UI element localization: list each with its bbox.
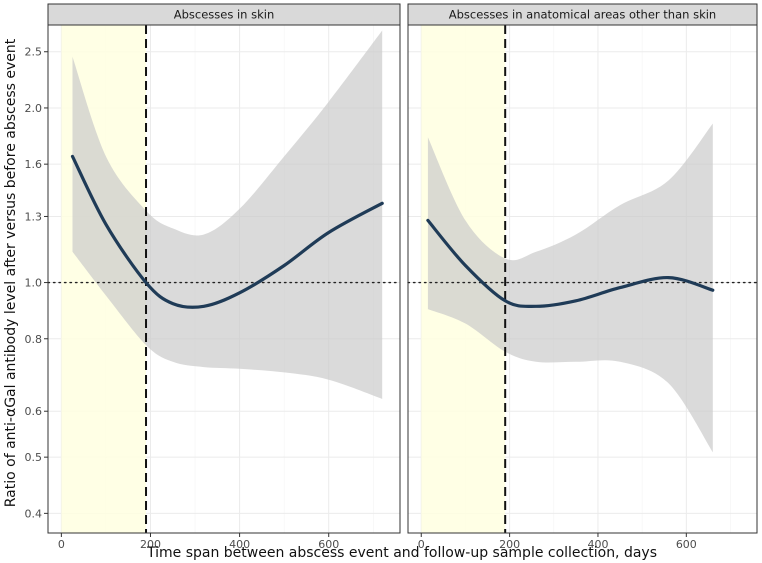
facet-title: Abscesses in skin <box>174 8 275 22</box>
x-tick-label: 200 <box>499 538 520 551</box>
y-tick-label: 1.6 <box>25 158 43 171</box>
x-tick-label: 400 <box>587 538 608 551</box>
y-tick-label: 1.0 <box>25 277 43 290</box>
panel-1: Abscesses in skin <box>47 3 401 534</box>
facet-title: Abscesses in anatomical areas other than… <box>449 8 716 22</box>
facet-strip <box>47 3 401 26</box>
x-tick-label: 0 <box>418 538 425 551</box>
x-tick-label: 600 <box>318 538 339 551</box>
panels-layer: Abscesses in skin Abscesses in anatomical… <box>47 3 758 534</box>
x-tick-label: 200 <box>140 538 161 551</box>
x-axis-title: Time span between abscess event and foll… <box>146 545 657 561</box>
x-tick-label: 0 <box>58 538 65 551</box>
fitted-curve <box>426 218 715 308</box>
confidence-ribbon <box>427 123 713 453</box>
y-tick-label: 2.5 <box>25 46 43 59</box>
x-tick-label: 600 <box>676 538 697 551</box>
y-tick-label: 0.4 <box>25 507 43 520</box>
y-tick-label: 2.0 <box>25 102 43 115</box>
y-tick-label: 0.6 <box>25 405 43 418</box>
panel-2: Abscesses in anatomical areas other than… <box>407 3 758 534</box>
x-tick-label: 400 <box>229 538 250 551</box>
fitted-curve <box>70 154 384 309</box>
facet-strip <box>407 3 758 26</box>
y-tick-label: 0.8 <box>25 333 43 346</box>
confidence-ribbon <box>72 30 383 399</box>
y-tick-label: 0.5 <box>25 451 43 464</box>
y-tick-label: 1.3 <box>25 210 43 223</box>
x-axis-ticks: 0 200 400 600 0 200 400 600 <box>58 533 697 551</box>
y-axis-ticks: 0.4 0.5 0.6 0.8 1.0 1.3 1.6 2.0 2.5 <box>25 46 48 520</box>
y-axis-title: Ratio of anti-αGal antibody level after … <box>3 38 19 507</box>
